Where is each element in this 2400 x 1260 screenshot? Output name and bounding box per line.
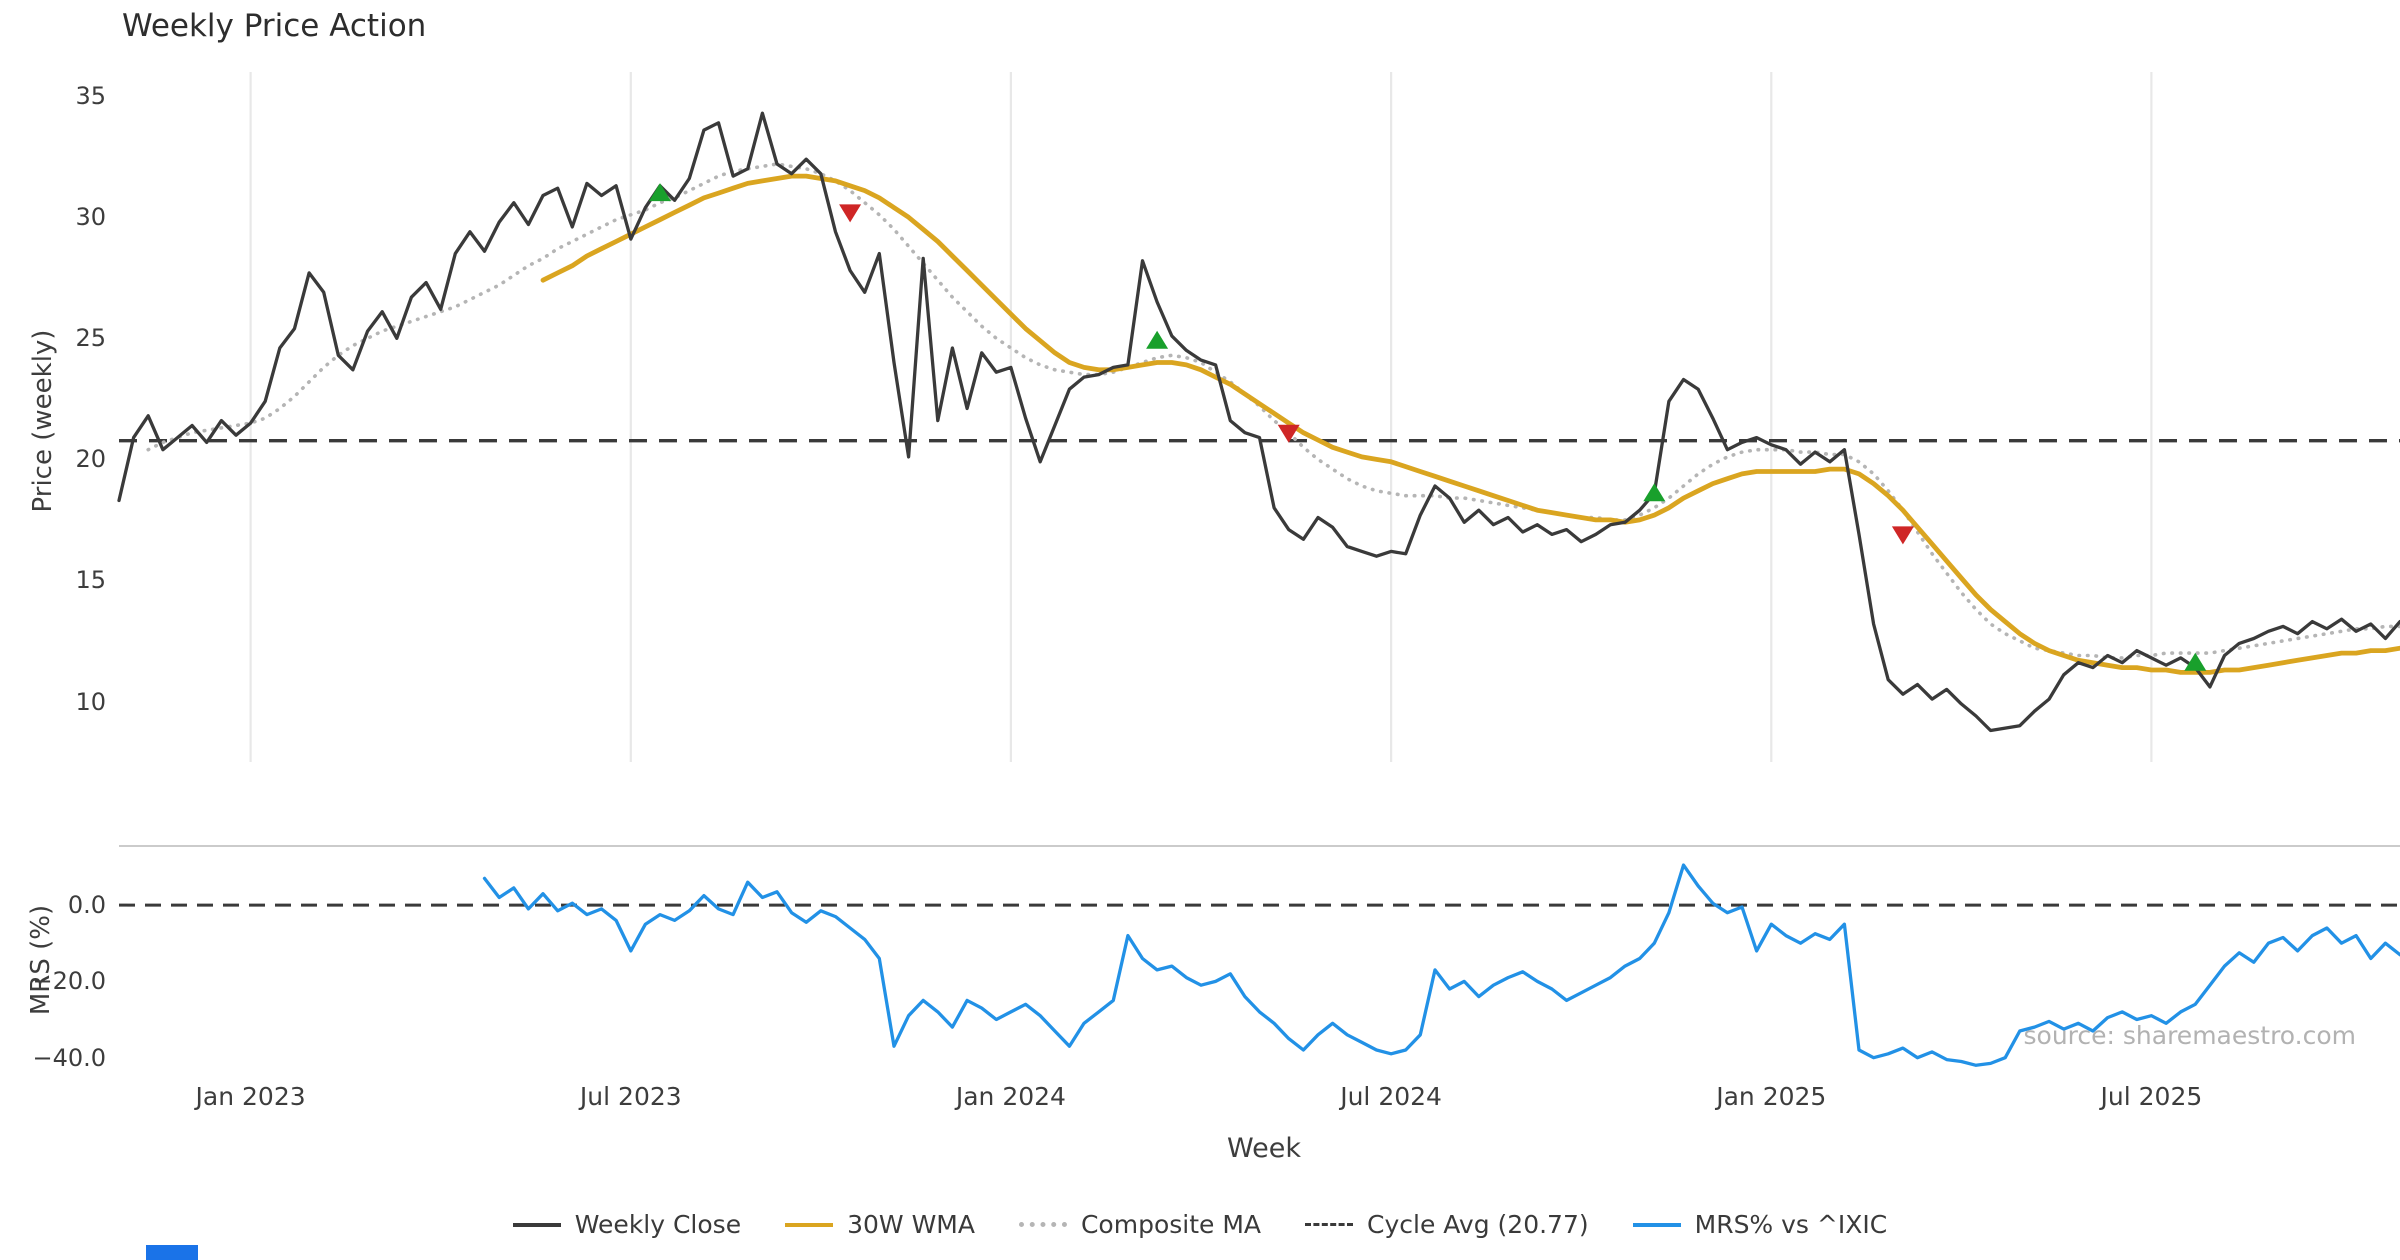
mrs-tick-labels: 0.0 −20.0 −40.0 — [0, 0, 106, 1260]
legend-item-composite-ma: Composite MA — [1018, 1210, 1262, 1239]
x-tick-label: Jan 2023 — [195, 1082, 306, 1111]
legend-label: Weekly Close — [574, 1210, 742, 1239]
price-tick-label: 15 — [75, 566, 106, 595]
30w-wma-line — [540, 173, 2400, 675]
price-tick-label: 20 — [75, 445, 106, 474]
x-tick-label: Jan 2024 — [955, 1082, 1066, 1111]
x-axis-title: Week — [1227, 1133, 1301, 1164]
legend-line-sample — [1305, 1223, 1354, 1226]
x-tick-label: Jul 2025 — [2100, 1082, 2203, 1111]
price-tick-label: 35 — [75, 82, 106, 111]
legend-line-sample — [1632, 1222, 1681, 1227]
price-tick-label: 30 — [75, 203, 106, 232]
legend-line-sample — [1018, 1222, 1067, 1227]
composite-ma-line — [146, 162, 2400, 660]
legend-item-cycle-avg-20-77: Cycle Avg (20.77) — [1305, 1210, 1589, 1239]
x-tick-label: Jul 2023 — [579, 1082, 682, 1111]
legend-item-weekly-close: Weekly Close — [512, 1210, 742, 1239]
mrs-tick-label: −20.0 — [32, 967, 106, 996]
buy-signal-marker — [649, 183, 671, 202]
legend-label: 30W WMA — [847, 1210, 975, 1239]
legend-item-30w-wma: 30W WMA — [785, 1210, 975, 1239]
mrs-tick-label: 0.0 — [67, 891, 106, 920]
price-tick-labels: 35 30 25 20 15 10 — [0, 0, 106, 1260]
source-watermark: source: sharemaestro.com — [2023, 1021, 2357, 1050]
legend-line-sample — [512, 1222, 561, 1227]
x-tick-label: Jan 2025 — [1716, 1082, 1827, 1111]
legend-label: MRS% vs ^IXIC — [1694, 1210, 1888, 1239]
price-tick-label: 25 — [75, 324, 106, 353]
x-tick-label: Jul 2024 — [1340, 1082, 1442, 1111]
weekly-close-line — [117, 111, 2400, 733]
corner-blue-bar — [146, 1245, 198, 1260]
sell-signal-marker — [839, 204, 862, 223]
buy-signal-marker — [1643, 483, 1666, 502]
legend-line-sample — [785, 1222, 834, 1227]
chart-legend: Weekly Close 30W WMA Composite MA Cycle Avg… — [0, 1210, 2400, 1239]
sell-signal-marker — [1277, 424, 1300, 443]
legend-label: Composite MA — [1080, 1210, 1262, 1239]
chart-title: Weekly Price Action — [122, 8, 427, 44]
legend-item-mrs-vs-ixic: MRS% vs ^IXIC — [1632, 1210, 1888, 1239]
buy-signal-marker — [2184, 652, 2207, 671]
price-tick-label: 10 — [75, 687, 106, 716]
sell-signal-marker — [1891, 526, 1914, 545]
mrs-tick-label: −40.0 — [32, 1043, 106, 1072]
mrs-vs-ixic-line — [482, 863, 2400, 1067]
buy-signal-marker — [1146, 330, 1169, 349]
legend-label: Cycle Avg (20.77) — [1367, 1210, 1589, 1239]
